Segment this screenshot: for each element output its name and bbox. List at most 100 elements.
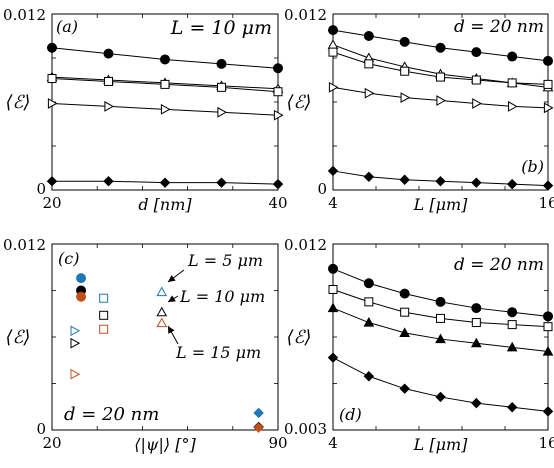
data-point: [327, 39, 339, 49]
panel-c: 20 90 0 0.012 ⟨|ψ|⟩ [°] ⟨ℰ⟩: [3, 236, 288, 454]
data-point: [506, 402, 518, 413]
panel-label: (b): [521, 157, 544, 176]
data-point: [70, 337, 81, 349]
x-tick-label: 20: [42, 194, 61, 212]
data-point: [272, 178, 284, 190]
data-point: [542, 406, 554, 417]
y-tick-label: 0: [317, 180, 327, 198]
y-tick-label: 0.003: [284, 420, 327, 438]
data-point: [160, 54, 170, 65]
data-point: [47, 42, 57, 53]
panel-label: (c): [58, 249, 79, 268]
data-point: [363, 31, 374, 41]
series-label: L = 5 μm: [187, 251, 263, 270]
panel-b: 4 16 0 0.012 L [μm] ⟨ℰ⟩: [284, 6, 554, 214]
data-point: [363, 171, 375, 183]
y-tick-label: 0: [36, 420, 46, 438]
data-point: [327, 165, 339, 177]
data-point: [253, 422, 264, 433]
y-axis-label: ⟨ℰ⟩: [6, 327, 31, 348]
data-point: [156, 286, 168, 297]
x-axis-label: L [μm]: [413, 195, 469, 214]
x-axis-label: ⟨|ψ|⟩ [°]: [134, 435, 196, 454]
data-point: [70, 325, 81, 337]
data-point: [471, 397, 482, 409]
data-point: [99, 310, 109, 320]
x-tick-label: 4: [328, 434, 338, 452]
y-tick-label: 0.012: [3, 6, 46, 24]
data-point: [99, 324, 109, 334]
x-tick-label: 90: [268, 434, 287, 452]
data-point: [364, 87, 375, 99]
x-tick-label: 40: [268, 194, 287, 212]
arrow-head: [168, 295, 176, 302]
data-point: [471, 303, 482, 314]
data-point: [363, 371, 375, 382]
data-point: [472, 98, 482, 109]
data-point: [471, 318, 481, 328]
data-point: [217, 106, 228, 118]
data-point: [436, 95, 447, 106]
arrow-head: [168, 326, 175, 334]
x-axis-label: d [nm]: [138, 195, 192, 214]
panel-a: 20 40 0 0.012 d [nm] ⟨ℰ⟩: [3, 6, 288, 214]
data-point: [47, 98, 58, 109]
data-point: [436, 72, 445, 82]
data-point: [399, 36, 410, 47]
data-point: [400, 92, 411, 103]
plot-frame: [51, 243, 279, 431]
data-point: [543, 55, 553, 66]
data-point: [273, 87, 283, 97]
data-point: [506, 178, 518, 190]
data-point: [364, 59, 374, 69]
data-point: [400, 66, 410, 76]
data-point: [328, 263, 338, 274]
x-tick-label: 4: [328, 194, 338, 212]
data-point: [435, 391, 446, 403]
data-point: [104, 101, 115, 112]
data-point: [103, 175, 114, 187]
data-point: [399, 327, 411, 337]
data-point: [507, 51, 518, 62]
y-tick-label: 0.012: [284, 236, 327, 254]
y-axis-label: ⟨ℰ⟩: [287, 92, 312, 113]
data-point: [328, 81, 339, 93]
data-point: [471, 75, 481, 85]
data-point: [70, 368, 81, 380]
arrow-head: [168, 275, 176, 282]
data-point: [273, 109, 284, 121]
series-line: [332, 357, 549, 412]
data-point: [328, 47, 338, 57]
data-point: [156, 306, 168, 317]
series-label: L = 10 μm: [179, 287, 265, 306]
data-point: [253, 407, 264, 419]
data-point: [435, 296, 446, 307]
panel-d: 4 16 0.003 0.012 L [μm] ⟨ℰ⟩: [284, 236, 554, 454]
data-point: [363, 278, 374, 289]
data-point: [399, 288, 410, 299]
data-point: [328, 25, 338, 36]
data-point: [47, 74, 57, 84]
data-point: [273, 63, 283, 74]
data-point: [76, 291, 87, 302]
data-point: [217, 82, 226, 92]
data-point: [103, 48, 114, 59]
data-point: [507, 307, 518, 318]
data-point: [76, 273, 87, 284]
data-point: [160, 79, 170, 89]
data-point: [507, 320, 517, 330]
x-tick-label: 20: [42, 434, 61, 452]
data-point: [156, 317, 168, 328]
panel-annotation: d = 20 nm: [454, 255, 544, 275]
y-tick-label: 0.012: [284, 6, 327, 24]
data-point: [327, 352, 339, 363]
series-label: L = 15 μm: [175, 343, 261, 362]
data-point: [542, 180, 554, 191]
data-point: [328, 284, 338, 294]
data-point: [399, 383, 410, 394]
data-point: [508, 101, 518, 112]
data-point: [99, 293, 109, 303]
data-point: [471, 47, 482, 58]
x-axis-label: L [μm]: [413, 435, 469, 454]
panel-annotation: d = 20 nm: [454, 17, 544, 37]
